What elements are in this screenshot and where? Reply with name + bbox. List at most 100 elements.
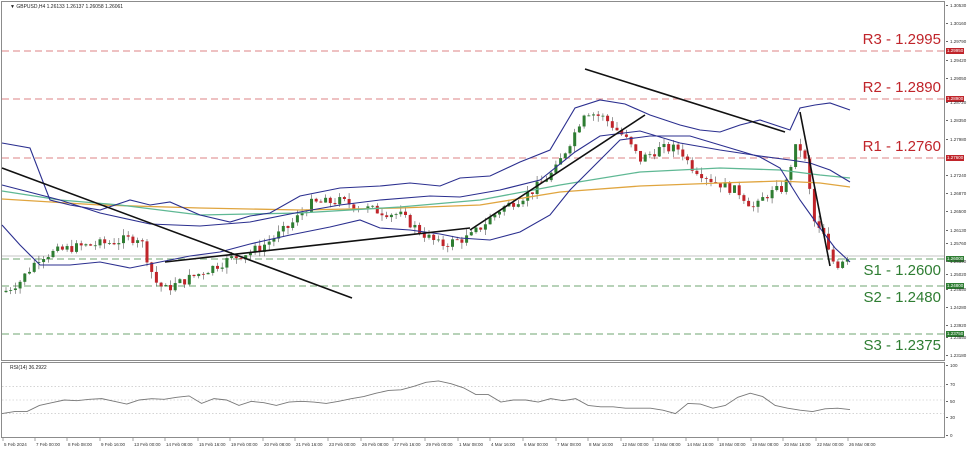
bull-candle [300,213,304,216]
bull-candle [324,197,328,203]
bollinger-mid [1,130,851,227]
bear-candle [530,192,534,194]
bull-candle [263,244,266,252]
time-axis-tick: 6 Mar 00:00 [524,442,549,447]
bear-candle [154,271,158,283]
time-axis-tick: 21 Feb 16:00 [296,442,323,447]
price-axis-tick: 1.23920 [946,323,966,328]
bull-candle [465,235,469,243]
bear-candle [676,144,680,150]
time-axis-tick: 5 Feb 2024 [4,442,27,447]
bollinger-upper [1,99,851,223]
time-axis-tick: 7 Mar 08:00 [557,442,582,447]
bull-candle [657,147,661,157]
bull-candle [493,214,497,218]
bull-candle [295,215,299,223]
bull-candle [164,285,168,287]
bull-candle [662,144,666,148]
price-axis-level-tag: 1.24800 [946,283,965,289]
bull-candle [761,197,765,201]
bull-candle [220,267,224,269]
bull-candle [587,115,591,117]
bull-candle [554,164,558,173]
time-axis-tick: 15 Feb 16:00 [199,442,226,447]
bull-candle [32,262,36,272]
bear-candle [286,225,290,228]
bear-candle [610,121,614,128]
bear-candle [639,150,642,162]
time-axis-tick: 20 Mar 16:00 [784,442,811,447]
time-axis-tick: 29 Feb 00:00 [426,442,453,447]
bull-candle [267,241,271,245]
bear-candle [183,279,187,285]
bull-candle [535,181,539,194]
time-axis-tick: 7 Feb 00:00 [36,442,61,447]
bull-candle [643,154,647,162]
trendline [164,227,471,263]
bear-candle [408,214,412,228]
bull-candle [46,257,50,260]
time-axis-tick: 22 Mar 00:00 [817,442,844,447]
bollinger-lower [1,135,851,269]
bull-candle [42,259,46,263]
bear-candle [686,156,689,161]
level-label-r2: R2 - 1.2890 [862,79,941,96]
price-axis-tick: 1.27240 [946,173,966,178]
bear-candle [89,244,93,246]
bear-candle [216,265,219,269]
bear-candle [751,206,755,208]
bear-candle [192,274,196,277]
bear-candle [126,235,130,237]
bull-candle [789,166,793,180]
rsi-axis[interactable]: 100 70 50 30 0 [946,362,975,438]
bull-candle [4,290,8,293]
bear-candle [620,130,624,135]
bull-candle [281,225,285,232]
bear-candle [347,199,351,205]
rsi-panel[interactable]: RSI(14) 36.2922 [1,362,945,438]
bear-candle [60,246,64,250]
bull-candle [436,239,440,241]
bear-candle [422,233,426,238]
bull-candle [84,244,88,246]
bull-candle [498,211,501,215]
bull-candle [451,239,454,247]
bull-candle [488,217,492,225]
price-axis-tick: 1.23180 [946,353,966,358]
time-axis-tick: 14 Mar 16:00 [687,442,714,447]
bull-candle [291,222,295,228]
bear-candle [812,188,816,222]
bull-candle [197,273,201,277]
rsi-axis-tick: 50 [946,399,955,404]
bear-candle [479,227,483,230]
price-axis-tick: 1.26870 [946,191,966,196]
bear-candle [624,134,628,137]
price-axis-tick: 1.28350 [946,118,966,123]
bull-candle [277,231,281,239]
bull-candle [23,273,27,282]
price-axis-tick: 1.29050 [946,76,966,81]
bull-candle [9,290,13,291]
bear-candle [103,239,107,244]
bull-candle [173,283,177,291]
bear-candle [709,178,713,183]
bear-candle [169,285,172,291]
price-axis-tick: 1.30530 [946,3,966,8]
price-axis[interactable]: 1.29950 1.28900 1.27600 1.26000 1.24800 1.237… [946,0,975,361]
bull-candle [469,232,473,236]
bear-candle [700,174,704,179]
bull-candle [187,274,191,285]
price-axis-level-tag: 1.29950 [946,48,965,54]
bull-candle [310,198,313,212]
bear-candle [836,261,840,268]
bear-candle [798,144,802,151]
price-axis-level-tag: 1.27600 [946,155,965,161]
bear-candle [681,149,685,157]
time-axis-tick: 13 Mar 08:00 [654,442,681,447]
collapse-arrow-icon[interactable]: ▼ [10,4,17,10]
chart-title: ▼ GBPUSD,H4 1.26133 1.26137 1.26058 1.26… [10,4,124,10]
bear-candle [512,202,516,207]
bull-candle [559,158,563,165]
